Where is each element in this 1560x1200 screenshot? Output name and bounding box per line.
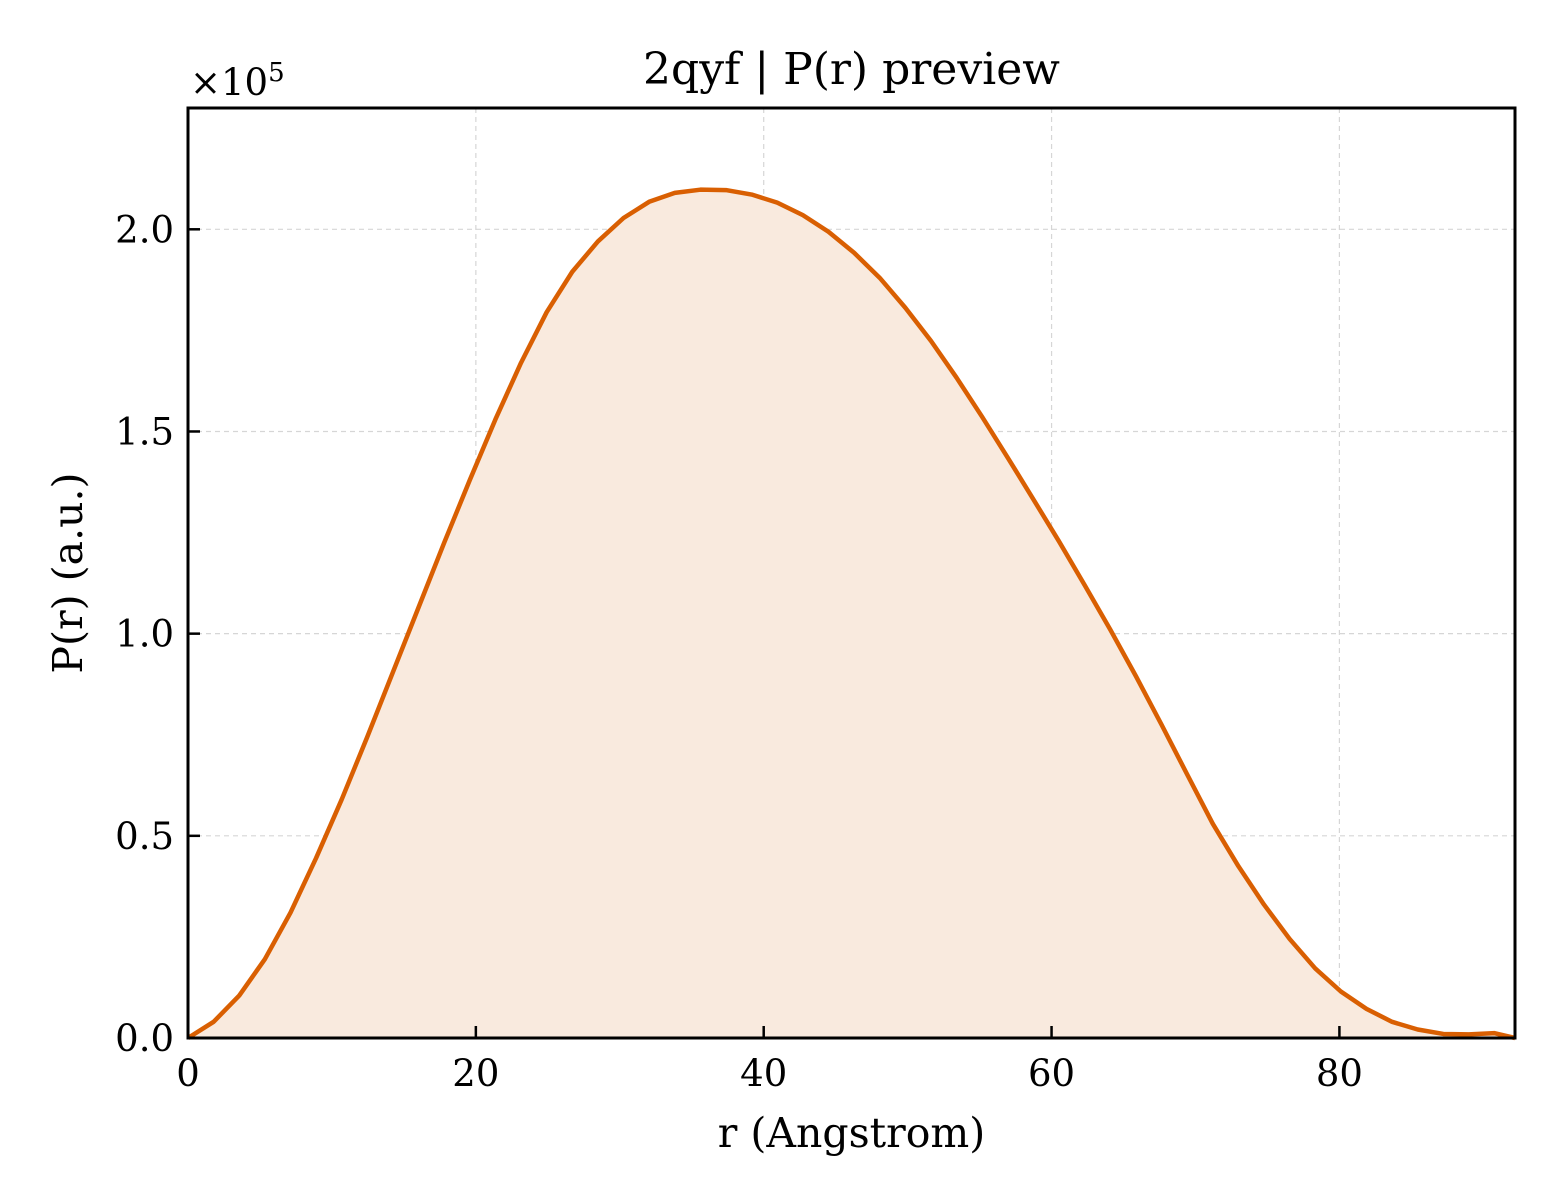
- x-tick-label: 60: [1028, 1052, 1075, 1095]
- y-tick-label: 2.0: [115, 208, 174, 251]
- y-tick-label: 1.5: [115, 410, 174, 453]
- x-axis-label: r (Angstrom): [718, 1109, 986, 1157]
- y-offset-base: ×10: [190, 61, 268, 104]
- y-axis-label: P(r) (a.u.): [44, 472, 92, 673]
- chart-title: 2qyf | P(r) preview: [643, 44, 1060, 95]
- x-tick-label: 0: [176, 1052, 200, 1095]
- y-axis-offset-label: ×105: [190, 58, 285, 104]
- y-tick-label: 0.5: [115, 815, 174, 858]
- x-tick-label: 80: [1316, 1052, 1363, 1095]
- y-offset-exponent: 5: [268, 58, 285, 88]
- series-area-fill: [188, 189, 1515, 1038]
- plot-frame: [186, 106, 1517, 1040]
- x-tick-label: 20: [452, 1052, 499, 1095]
- x-tick-label: 40: [740, 1052, 787, 1095]
- series-line: [186, 187, 1516, 1041]
- y-tick-label: 1.0: [115, 613, 174, 656]
- y-tick-label: 0.0: [115, 1017, 174, 1060]
- tick-layer: 0 20 40 60 80 0.0 0.5 1.0 1.5 2.0: [115, 208, 1363, 1095]
